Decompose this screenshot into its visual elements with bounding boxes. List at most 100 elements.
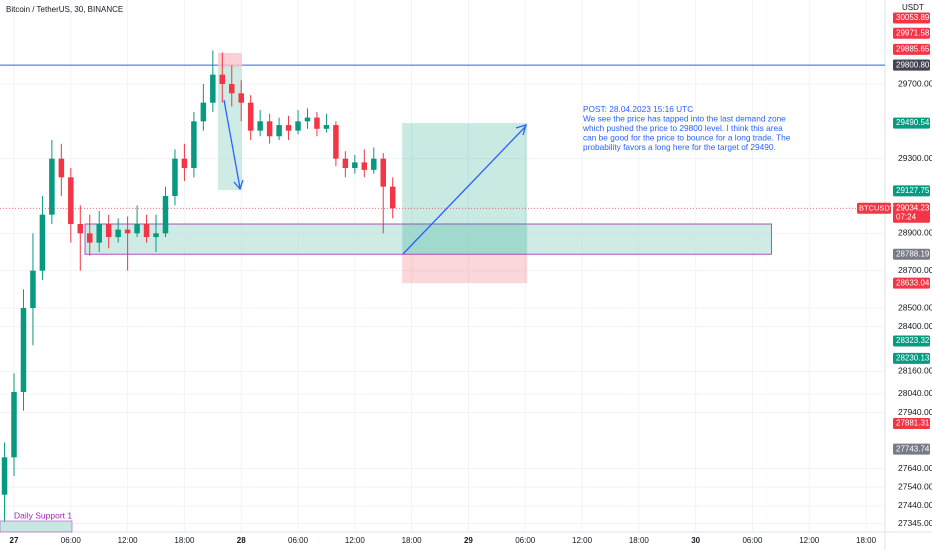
last-price: 29034.23 bbox=[896, 203, 930, 212]
currency: USDT bbox=[902, 3, 924, 12]
candle-body bbox=[389, 186, 396, 209]
price-label: 29127.75 bbox=[896, 186, 930, 195]
price-label: 27881.31 bbox=[896, 419, 930, 428]
candle-body bbox=[266, 121, 273, 137]
x-tick-label: 06:00 bbox=[742, 536, 763, 545]
candle-body bbox=[172, 158, 178, 196]
price-label-box bbox=[893, 27, 930, 39]
support-zone bbox=[0, 520, 73, 533]
price-label: 28788.19 bbox=[896, 249, 930, 258]
candle-body bbox=[20, 308, 27, 392]
x-tick-label: 30 bbox=[691, 536, 700, 545]
price-label-box bbox=[893, 12, 930, 24]
x-tick-label: 27 bbox=[10, 536, 19, 545]
x-tick-label: 12:00 bbox=[118, 536, 139, 545]
y-tick-label: 28040.00 bbox=[898, 388, 932, 398]
candle-body bbox=[105, 224, 112, 238]
last-price-box bbox=[893, 202, 930, 223]
x-tick-label: 18:00 bbox=[174, 536, 195, 545]
candle-body bbox=[181, 158, 188, 168]
y-tick-label: 27440.00 bbox=[898, 500, 932, 510]
candle-body bbox=[247, 102, 254, 131]
symbol-tag-box bbox=[857, 202, 891, 214]
price-label-box bbox=[893, 352, 930, 364]
candle-body bbox=[77, 224, 84, 234]
price-label: 29490.54 bbox=[896, 118, 930, 127]
x-tick-label: 06:00 bbox=[288, 536, 309, 545]
candle-body bbox=[380, 158, 386, 187]
x-tick-label: 18:00 bbox=[856, 536, 877, 545]
candle-body bbox=[143, 224, 150, 238]
x-tick-label: 28 bbox=[237, 536, 246, 545]
y-tick-label: 28160.00 bbox=[898, 366, 932, 376]
price-label-box bbox=[893, 335, 930, 347]
candle-body bbox=[342, 158, 349, 168]
annotation-line: We see the price has tapped into the las… bbox=[583, 114, 786, 124]
candle-body bbox=[1, 457, 8, 495]
grid bbox=[0, 0, 885, 532]
price-label-box bbox=[893, 59, 930, 71]
price-label: 28633.04 bbox=[896, 278, 930, 287]
candle-body bbox=[191, 121, 197, 168]
arrow bbox=[402, 125, 527, 255]
candle-body bbox=[124, 229, 131, 234]
candle-body bbox=[86, 233, 93, 243]
candle-body bbox=[115, 229, 121, 238]
candle-body bbox=[39, 214, 46, 271]
candle-body bbox=[210, 74, 216, 103]
candle-body bbox=[323, 125, 330, 129]
x-tick-label: 06:00 bbox=[515, 536, 536, 545]
candle-body bbox=[58, 158, 65, 178]
candle-body bbox=[333, 125, 339, 159]
demand-zone bbox=[84, 223, 772, 255]
candle-body bbox=[96, 224, 102, 243]
x-tick-label: 18:00 bbox=[402, 536, 423, 545]
y-tick-label: 27640.00 bbox=[898, 463, 932, 473]
price-label-box bbox=[893, 43, 930, 55]
y-tick-label: 29300.00 bbox=[898, 153, 932, 163]
annotation-line: POST: 28.04.2023 15:16 UTC bbox=[583, 104, 693, 114]
price-label-box bbox=[893, 443, 930, 455]
candle-body bbox=[162, 196, 169, 234]
candle-body bbox=[352, 162, 358, 168]
y-tick-label: 28900.00 bbox=[898, 228, 932, 238]
symbol-title: Bitcoin / TetherUS, 30, BINANCE bbox=[6, 5, 123, 14]
x-tick-label: 18:00 bbox=[629, 536, 650, 545]
y-tick-label: 28400.00 bbox=[898, 321, 932, 331]
annotation-line: can be good for the price to bounce for … bbox=[583, 133, 791, 143]
x-tick-label: 29 bbox=[464, 536, 473, 545]
annotation-line: which pushed the price to 29800 level. I… bbox=[582, 123, 783, 133]
candle-body bbox=[314, 117, 320, 129]
price-axis: 29700.00 29300.00 28900.00 28700.00 28500.00… bbox=[10, 12, 932, 545]
price-label-box bbox=[893, 417, 930, 429]
price-label: 29971.58 bbox=[896, 28, 930, 37]
arrow-head bbox=[233, 179, 244, 191]
y-tick-label: 27940.00 bbox=[898, 407, 932, 417]
stop-box bbox=[218, 53, 242, 68]
candle-body bbox=[304, 117, 311, 122]
candle-body bbox=[30, 270, 36, 308]
y-tick-label: 28500.00 bbox=[898, 302, 932, 312]
candle-body bbox=[295, 121, 301, 131]
arrow bbox=[223, 99, 241, 189]
y-tick-label: 28700.00 bbox=[898, 265, 932, 275]
candle-body bbox=[276, 125, 282, 137]
candle-body bbox=[257, 121, 263, 131]
price-label: 27743.74 bbox=[896, 444, 930, 453]
arrow-head bbox=[515, 124, 527, 136]
price-label: 29800.80 bbox=[896, 60, 930, 69]
price-label-box bbox=[893, 277, 930, 289]
x-tick-label: 12:00 bbox=[345, 536, 366, 545]
price-label-box bbox=[893, 185, 930, 197]
candle-body bbox=[219, 74, 226, 84]
candle-body bbox=[134, 224, 140, 234]
price-label: 28230.13 bbox=[896, 353, 930, 362]
price-label: 30053.89 bbox=[896, 13, 930, 22]
annotation-line: probability favors a long here for the t… bbox=[583, 142, 776, 152]
price-label-box bbox=[893, 248, 930, 260]
countdown: 07:24 bbox=[896, 212, 917, 221]
price-label: 29885.65 bbox=[896, 44, 930, 53]
y-tick-label: 27345.00 bbox=[898, 518, 932, 528]
